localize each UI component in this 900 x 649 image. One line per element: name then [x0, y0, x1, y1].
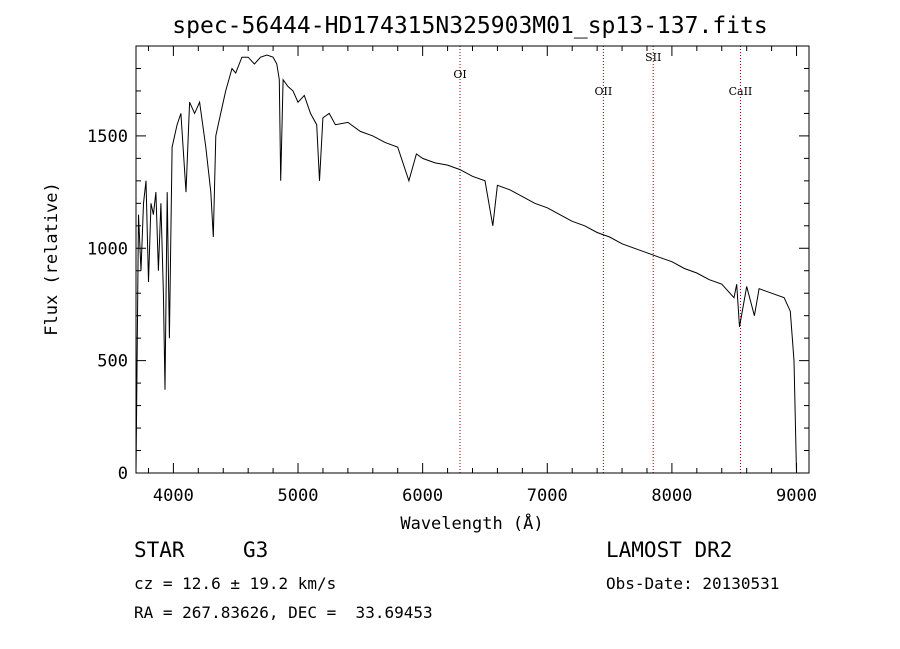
y-axis-label: Flux (relative)	[42, 182, 62, 336]
x-tick-label: 7000	[527, 486, 568, 506]
x-tick-label: 8000	[651, 486, 692, 506]
spectral-subclass: G3	[243, 538, 269, 562]
y-tick-label: 0	[118, 464, 128, 484]
object-type: STAR	[134, 538, 185, 562]
x-tick-label: 5000	[278, 486, 319, 506]
y-axis-ticks: 0 500 1000 1500	[87, 45, 809, 484]
x-tick-label: 4000	[153, 486, 194, 506]
y-tick-label: 1000	[87, 239, 128, 259]
y-tick-label: 500	[97, 352, 128, 372]
spectral-line-label-oi: OI	[453, 68, 466, 81]
spectral-line-label-oii: OII	[595, 85, 613, 98]
x-tick-label: 9000	[776, 486, 817, 506]
observation-date: Obs-Date: 20130531	[606, 574, 780, 593]
spectral-line-label-sii: SII	[645, 51, 661, 64]
x-tick-label: 6000	[402, 486, 443, 506]
x-axis-label: Wavelength (Å)	[400, 512, 543, 534]
ra-dec-coordinates: RA = 267.83626, DEC = 33.69453	[134, 603, 433, 622]
spectrum-series-line	[135, 54, 797, 474]
x-axis-ticks: 4000 5000 6000 7000 8000 9000	[147, 46, 817, 506]
spectral-line-markers: OI OII SII CaII	[453, 46, 752, 473]
spectral-line-label-caii: CaII	[729, 85, 753, 98]
y-tick-label: 1500	[87, 127, 128, 147]
survey-name: LAMOST DR2	[606, 538, 733, 562]
redshift-velocity: cz = 12.6 ± 19.2 km/s	[134, 574, 337, 593]
plot-frame	[135, 45, 810, 474]
chart-title: spec-56444-HD174315N325903M01_sp13-137.f…	[172, 13, 767, 39]
